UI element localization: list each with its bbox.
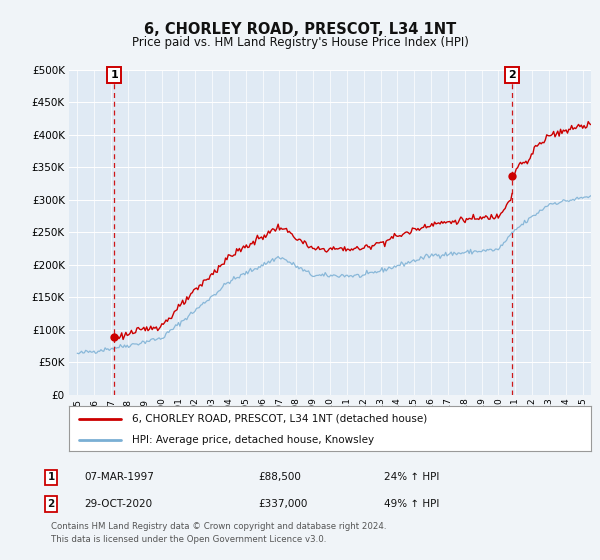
Text: Price paid vs. HM Land Registry's House Price Index (HPI): Price paid vs. HM Land Registry's House … xyxy=(131,36,469,49)
Text: 49% ↑ HPI: 49% ↑ HPI xyxy=(384,499,439,509)
Text: 24% ↑ HPI: 24% ↑ HPI xyxy=(384,472,439,482)
Text: 2: 2 xyxy=(508,70,516,80)
Text: 29-OCT-2020: 29-OCT-2020 xyxy=(84,499,152,509)
Text: 1: 1 xyxy=(110,70,118,80)
Text: 2: 2 xyxy=(47,499,55,509)
Text: Contains HM Land Registry data © Crown copyright and database right 2024.
This d: Contains HM Land Registry data © Crown c… xyxy=(51,522,386,544)
Text: £337,000: £337,000 xyxy=(258,499,307,509)
Text: 6, CHORLEY ROAD, PRESCOT, L34 1NT: 6, CHORLEY ROAD, PRESCOT, L34 1NT xyxy=(144,22,456,38)
Text: 1: 1 xyxy=(47,472,55,482)
Text: £88,500: £88,500 xyxy=(258,472,301,482)
Text: 6, CHORLEY ROAD, PRESCOT, L34 1NT (detached house): 6, CHORLEY ROAD, PRESCOT, L34 1NT (detac… xyxy=(131,413,427,423)
Text: 07-MAR-1997: 07-MAR-1997 xyxy=(84,472,154,482)
Text: HPI: Average price, detached house, Knowsley: HPI: Average price, detached house, Know… xyxy=(131,435,374,445)
